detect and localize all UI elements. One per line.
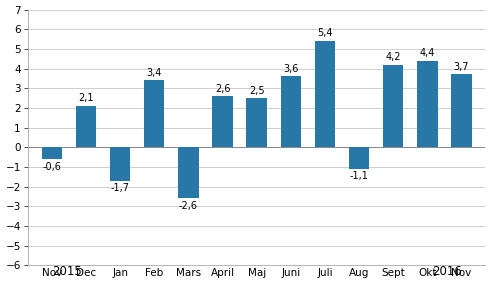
Bar [280,76,301,147]
Text: 4,2: 4,2 [385,52,401,62]
Bar [76,106,96,147]
Bar [212,96,233,147]
Bar [349,147,369,169]
Text: 2016: 2016 [432,265,462,278]
Text: 2,5: 2,5 [249,85,265,95]
Text: -1,1: -1,1 [350,172,369,182]
Text: 3,4: 3,4 [146,68,162,78]
Text: -2,6: -2,6 [179,201,198,211]
Text: 3,7: 3,7 [454,62,469,72]
Bar [451,75,472,147]
Bar [110,147,130,181]
Text: 5,4: 5,4 [317,28,333,38]
Text: -1,7: -1,7 [110,183,130,193]
Bar [42,147,62,159]
Bar [383,65,404,147]
Text: -0,6: -0,6 [42,162,61,172]
Bar [417,61,437,147]
Text: 2015: 2015 [52,265,82,278]
Bar [178,147,199,198]
Text: 4,4: 4,4 [420,48,435,58]
Text: 2,6: 2,6 [215,84,230,94]
Bar [144,80,164,147]
Bar [315,41,335,147]
Bar [246,98,267,147]
Text: 2,1: 2,1 [78,93,94,103]
Text: 3,6: 3,6 [283,64,299,74]
